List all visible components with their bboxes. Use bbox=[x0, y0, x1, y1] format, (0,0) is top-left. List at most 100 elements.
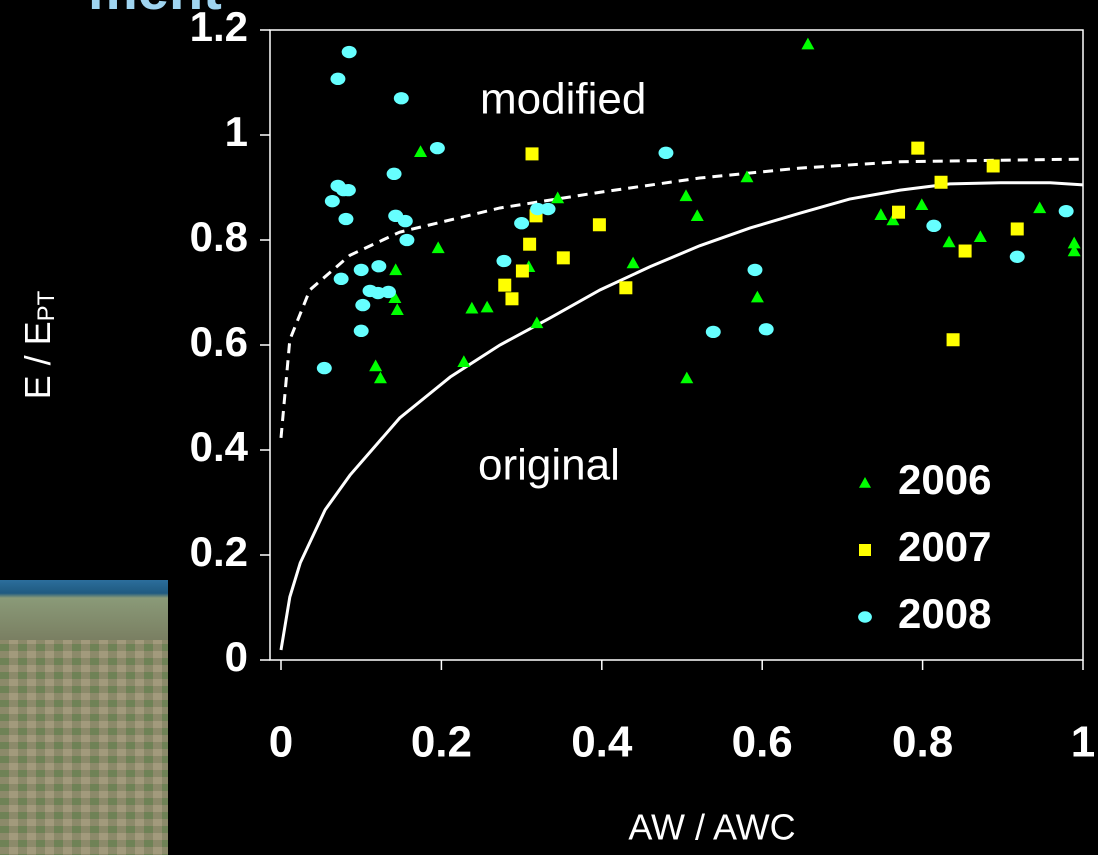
point bbox=[690, 209, 704, 222]
point bbox=[680, 371, 694, 384]
point bbox=[915, 198, 929, 211]
point bbox=[1033, 201, 1047, 214]
point bbox=[393, 92, 409, 105]
y-axis-label: E / EPT bbox=[17, 290, 61, 399]
point bbox=[942, 235, 956, 248]
point bbox=[705, 325, 721, 339]
x-axis-label: AW / AWC bbox=[628, 807, 795, 848]
legend-label: 2008 bbox=[898, 590, 991, 637]
x-tick-label: 0 bbox=[269, 718, 293, 767]
point bbox=[333, 272, 349, 286]
point bbox=[747, 263, 763, 277]
point bbox=[530, 316, 544, 329]
point bbox=[341, 45, 357, 59]
point bbox=[986, 159, 1000, 173]
curve-line bbox=[279, 157, 1084, 439]
point bbox=[740, 170, 754, 183]
point bbox=[911, 141, 925, 155]
point bbox=[523, 237, 537, 251]
point bbox=[480, 300, 494, 313]
y-tick-label: 1.2 bbox=[190, 3, 248, 50]
point bbox=[886, 213, 900, 226]
point bbox=[801, 37, 815, 50]
point bbox=[1067, 244, 1081, 257]
legend-marker bbox=[859, 544, 871, 556]
point bbox=[514, 217, 530, 230]
point bbox=[1010, 222, 1024, 236]
y-axis-label-main: E / E bbox=[17, 321, 58, 399]
point bbox=[551, 191, 565, 204]
point bbox=[892, 205, 906, 219]
point bbox=[353, 324, 369, 338]
point bbox=[355, 298, 371, 312]
point bbox=[340, 183, 356, 197]
y-tick-label: 0 bbox=[225, 633, 248, 680]
point bbox=[530, 202, 546, 216]
x-tick-label: 0.8 bbox=[892, 718, 953, 767]
point bbox=[958, 244, 972, 258]
legend-label: 2007 bbox=[898, 523, 991, 570]
point bbox=[515, 264, 529, 278]
curve-label: modified bbox=[480, 75, 646, 124]
y-tick-label: 1 bbox=[225, 108, 248, 155]
curve-label: original bbox=[478, 441, 620, 490]
point bbox=[592, 218, 606, 232]
point bbox=[457, 355, 471, 367]
y-tick-label: 0.8 bbox=[190, 213, 248, 260]
point bbox=[338, 212, 354, 226]
point bbox=[758, 323, 774, 336]
legend-label: 2006 bbox=[898, 456, 991, 503]
point bbox=[658, 146, 674, 160]
point bbox=[679, 189, 693, 202]
point bbox=[397, 214, 413, 228]
point bbox=[496, 254, 512, 268]
x-tick-label: 1 bbox=[1071, 718, 1095, 767]
legend-marker bbox=[858, 611, 872, 623]
map-image bbox=[0, 580, 168, 855]
point bbox=[369, 359, 383, 372]
point bbox=[353, 263, 369, 277]
point bbox=[386, 167, 402, 181]
point bbox=[946, 333, 960, 347]
point bbox=[373, 371, 387, 384]
point bbox=[619, 281, 633, 295]
point bbox=[429, 141, 445, 155]
y-axis-label-subscript: PT bbox=[33, 290, 60, 321]
point bbox=[540, 202, 556, 216]
point bbox=[1009, 250, 1025, 263]
x-tick-label: 0.6 bbox=[732, 718, 793, 767]
point bbox=[1067, 236, 1081, 249]
point bbox=[926, 219, 942, 232]
x-tick-label: 0.2 bbox=[411, 718, 472, 767]
point bbox=[330, 72, 346, 85]
point bbox=[934, 175, 948, 189]
point bbox=[874, 208, 888, 220]
point bbox=[1058, 204, 1074, 218]
point bbox=[380, 285, 396, 299]
y-tick-label: 0.4 bbox=[190, 423, 249, 470]
point bbox=[431, 241, 445, 254]
y-tick-label: 0.2 bbox=[190, 528, 248, 575]
y-tick-label: 0.6 bbox=[190, 318, 248, 365]
point bbox=[750, 290, 764, 303]
point bbox=[414, 145, 428, 157]
point bbox=[505, 292, 519, 306]
legend-marker bbox=[859, 477, 871, 488]
point bbox=[316, 361, 332, 375]
point bbox=[973, 230, 987, 243]
point bbox=[389, 263, 403, 276]
point bbox=[399, 233, 415, 247]
point bbox=[626, 256, 640, 269]
point bbox=[390, 303, 404, 316]
point bbox=[556, 251, 570, 265]
point bbox=[371, 260, 387, 273]
point bbox=[525, 147, 539, 161]
point bbox=[388, 291, 402, 303]
x-tick-label: 0.4 bbox=[571, 718, 633, 767]
point bbox=[465, 301, 479, 314]
slide-title: ment bbox=[88, 0, 222, 21]
point bbox=[324, 194, 340, 208]
point bbox=[498, 278, 512, 292]
